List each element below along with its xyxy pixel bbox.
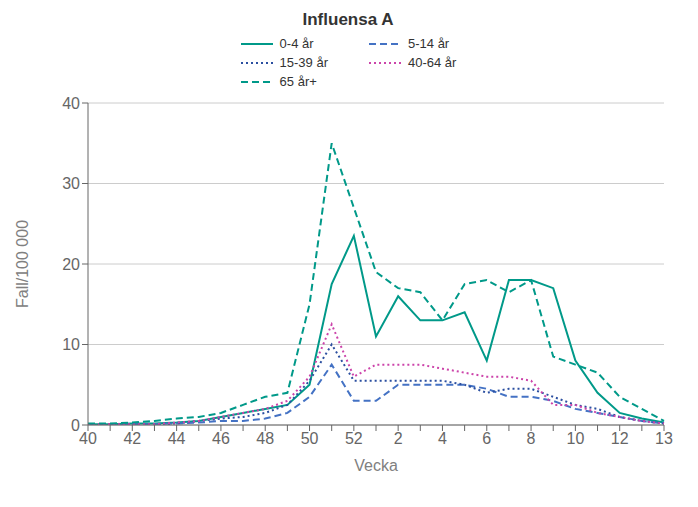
svg-text:2: 2 [394,430,403,447]
html-text:0-4 år: 0-4 år [279,36,314,51]
svg-text:10: 10 [566,430,584,447]
html-text:Influensa A: Influensa A [302,10,394,29]
svg-text:8: 8 [527,430,536,447]
html-text:40-64 år: 40-64 år [408,55,457,70]
svg-text:52: 52 [345,430,363,447]
svg-text:20: 20 [62,256,80,273]
svg-text:50: 50 [301,430,319,447]
svg-text:13: 13 [655,430,673,447]
svg-text:42: 42 [123,430,141,447]
svg-text:12: 12 [611,430,629,447]
svg-text:48: 48 [256,430,274,447]
svg-text:0: 0 [71,417,80,434]
html-text:65 år+: 65 år+ [279,74,317,89]
svg-text:Fall/100 000: Fall/100 000 [14,220,31,308]
html-text:5-14 år: 5-14 år [408,36,450,51]
svg-text:6: 6 [482,430,491,447]
svg-text:44: 44 [168,430,186,447]
svg-text:4: 4 [438,430,447,447]
svg-text:30: 30 [62,175,80,192]
svg-text:Vecka: Vecka [354,457,398,474]
svg-text:46: 46 [212,430,230,447]
svg-text:40: 40 [62,95,80,112]
html-text:15-39 år: 15-39 år [279,55,328,70]
svg-text:40: 40 [79,430,97,447]
svg-text:10: 10 [62,336,80,353]
